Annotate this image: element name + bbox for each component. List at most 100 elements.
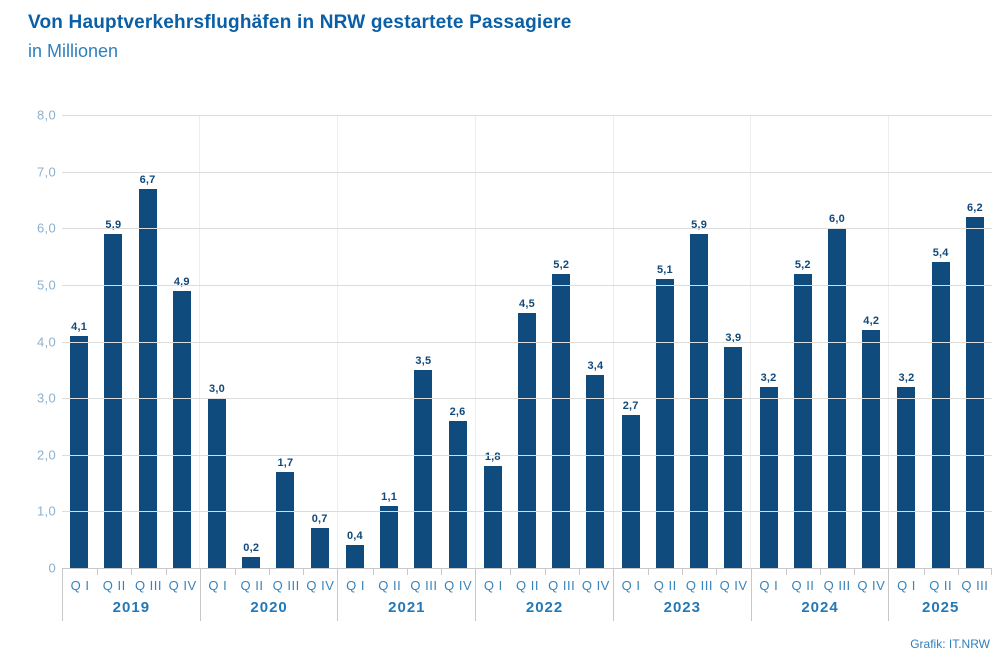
bar	[138, 188, 157, 568]
bar-slot: 0,2	[234, 115, 268, 568]
bar	[276, 471, 295, 568]
quarter-tick	[957, 569, 959, 575]
bar-slot: 6,2	[958, 115, 992, 568]
bar	[655, 279, 674, 568]
quarter-tick	[406, 569, 408, 575]
gridline	[62, 398, 992, 400]
bar	[380, 505, 399, 568]
quarter-label: Q IV	[306, 577, 335, 593]
quarter-label: Q I	[346, 577, 365, 593]
bar-slot: 1,8	[476, 115, 510, 568]
bar-slot: 0,7	[303, 115, 337, 568]
axis-year-group: Q I Q II Q III 2025	[888, 569, 992, 621]
bar	[345, 545, 364, 568]
year-label: 2023	[663, 599, 701, 616]
quarter-tick	[923, 569, 925, 575]
year-label: 2019	[112, 599, 151, 616]
bar-value-label: 5,2	[553, 258, 570, 271]
bar	[104, 233, 123, 568]
y-tick-label: 0	[48, 560, 56, 576]
quarter-label-row: Q I Q II Q III Q IV	[614, 569, 751, 595]
gridline	[62, 454, 992, 456]
bar-slot: 2,6	[440, 115, 474, 568]
quarter-tick	[269, 569, 271, 575]
bar-value-label: 4,2	[863, 315, 880, 328]
bar	[172, 290, 191, 568]
quarter-label: Q IV	[168, 577, 197, 593]
bars-group: 1,8 4,5 5,2 3,4	[474, 115, 613, 568]
bar	[552, 273, 571, 568]
bars-group: 0,4 1,1 3,5 2,6	[336, 115, 475, 568]
gridline	[62, 115, 992, 116]
quarter-tick	[716, 569, 718, 575]
bars-group: 2,7 5,1 5,9 3,9	[612, 115, 751, 568]
bar-slot: 3,0	[200, 115, 234, 568]
axis-year-group: Q I Q II Q III Q IV 2023	[612, 569, 751, 621]
year-label: 2025	[922, 599, 960, 616]
bar-slot: 0,4	[338, 115, 372, 568]
quarter-tick	[97, 569, 99, 575]
bar-value-label: 0,2	[243, 541, 260, 554]
bar	[483, 466, 502, 568]
bar	[208, 398, 226, 568]
gridline	[62, 341, 992, 343]
bar-slot: 1,7	[268, 115, 302, 568]
bar	[724, 347, 743, 568]
bar	[70, 335, 89, 568]
bar-slot: 5,4	[924, 115, 958, 568]
bar-value-label: 4,1	[71, 320, 88, 333]
bar-value-label: 5,4	[932, 247, 949, 260]
bar-value-label: 3,0	[209, 383, 225, 396]
quarter-label: Q II	[102, 577, 126, 593]
quarter-tick	[441, 569, 443, 575]
bar	[448, 420, 467, 568]
quarter-tick	[234, 569, 236, 575]
bar-value-label: 6,2	[966, 201, 983, 214]
quarter-label: Q I	[483, 577, 503, 593]
quarter-label: Q I	[759, 577, 779, 593]
x-axis: Q I Q II Q III Q IV 2019 Q I Q II Q III Q IV 2020…	[62, 568, 992, 621]
y-tick-label: 3,0	[37, 390, 56, 406]
bar	[965, 216, 984, 568]
bar-value-label: 1,7	[277, 456, 294, 469]
quarter-label: Q II	[653, 577, 677, 593]
bar	[862, 330, 881, 568]
bars-row: 4,1 5,9 6,7 4,9 3,0 0,2 1,7 0,7 0,4 1,1 3,5 2,6 1,8 4…	[62, 115, 992, 568]
quarter-label: Q IV	[719, 577, 748, 593]
bar-slot: 6,7	[130, 115, 164, 568]
quarter-label: Q III	[410, 577, 438, 593]
quarter-tick	[165, 569, 167, 575]
bar-value-label: 3,2	[898, 371, 915, 384]
bar-value-label: 3,2	[760, 371, 777, 384]
bars-group: 4,1 5,9 6,7 4,9	[62, 115, 199, 568]
bar-slot: 3,4	[578, 115, 612, 568]
quarter-label: Q III	[134, 577, 162, 593]
quarter-label: Q I	[70, 577, 90, 593]
bar	[759, 386, 778, 568]
bar	[897, 386, 916, 568]
quarter-tick	[303, 569, 305, 575]
chart-subtitle: in Millionen	[28, 41, 119, 61]
bar-value-label: 5,9	[105, 218, 122, 231]
bar-value-label: 6,7	[139, 173, 156, 186]
y-tick-label: 4,0	[37, 334, 56, 349]
bar-slot: 5,9	[96, 115, 130, 568]
plot-area: 4,1 5,9 6,7 4,9 3,0 0,2 1,7 0,7 0,4 1,1 3,5 2,6 1,8 4…	[62, 115, 992, 568]
bar-value-label: 4,9	[173, 275, 190, 288]
bar-value-label: 6,0	[829, 213, 845, 226]
bar-value-label: 5,2	[794, 258, 811, 271]
year-label: 2022	[525, 599, 564, 616]
bars-group: 3,2 5,2 6,0 4,2	[750, 115, 888, 568]
bar-slot: 5,9	[682, 115, 716, 568]
quarter-label: Q II	[516, 577, 539, 593]
quarter-label: Q I	[897, 577, 916, 593]
bar-slot: 5,1	[648, 115, 682, 568]
quarter-label-row: Q I Q II Q III	[889, 569, 992, 595]
bar-slot: 3,2	[889, 115, 923, 568]
quarter-label: Q IV	[581, 577, 610, 593]
quarter-label: Q I	[621, 577, 641, 593]
bar-value-label: 5,9	[691, 218, 708, 231]
bar-value-label: 3,5	[415, 354, 432, 367]
y-tick-label: 1,0	[37, 503, 56, 519]
